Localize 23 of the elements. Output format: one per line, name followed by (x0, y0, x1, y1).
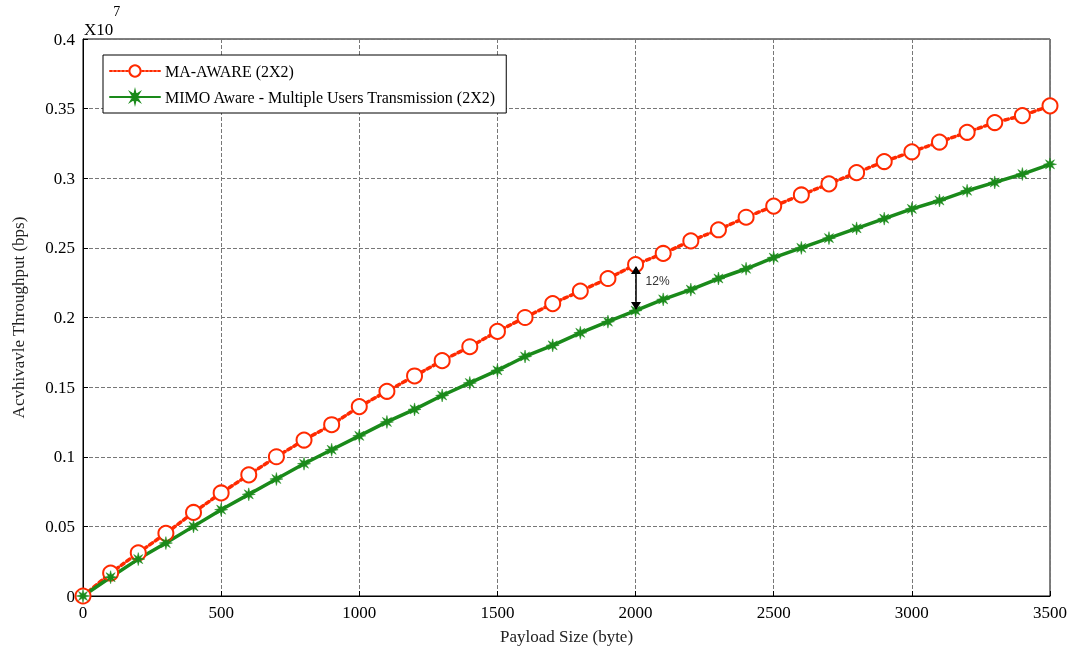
y-tick-label: 0.4 (53, 29, 76, 49)
y-tick-label: 0.2 (53, 308, 75, 327)
x-tick-label: 500 (208, 603, 234, 622)
y-tick-label: 0.3 (53, 168, 75, 188)
y-tick-label: 0.15 (45, 377, 75, 397)
x-tick-label: 1500 (480, 603, 515, 622)
text: X107 (84, 3, 121, 39)
y-tick-label: 0 (66, 586, 75, 606)
x-tick-label: 3500 (1033, 603, 1067, 622)
annotation: 12% (645, 273, 670, 288)
x-tick-label: 2000 (618, 603, 653, 622)
x-tick-label: 3000 (894, 603, 929, 622)
legend-label: MA-AWARE (2X2) (165, 62, 294, 81)
x-tick-label: 1000 (342, 603, 377, 622)
legend-label: MIMO Aware - Multiple Users Transmission (2X2) (165, 88, 496, 107)
y-tick-label: 0.25 (45, 238, 75, 258)
x-tick-label: 0 (78, 603, 88, 622)
y-tick-label: 0.35 (45, 99, 75, 119)
y-axis-title: Acvhivavle Throughput (bps) (9, 216, 28, 419)
x-axis-title: Payload Size (byte) (499, 627, 634, 646)
y-tick-label: 0.05 (45, 516, 75, 536)
y-tick-label: 0.1 (53, 447, 75, 467)
x-tick-label: 2500 (756, 603, 791, 622)
